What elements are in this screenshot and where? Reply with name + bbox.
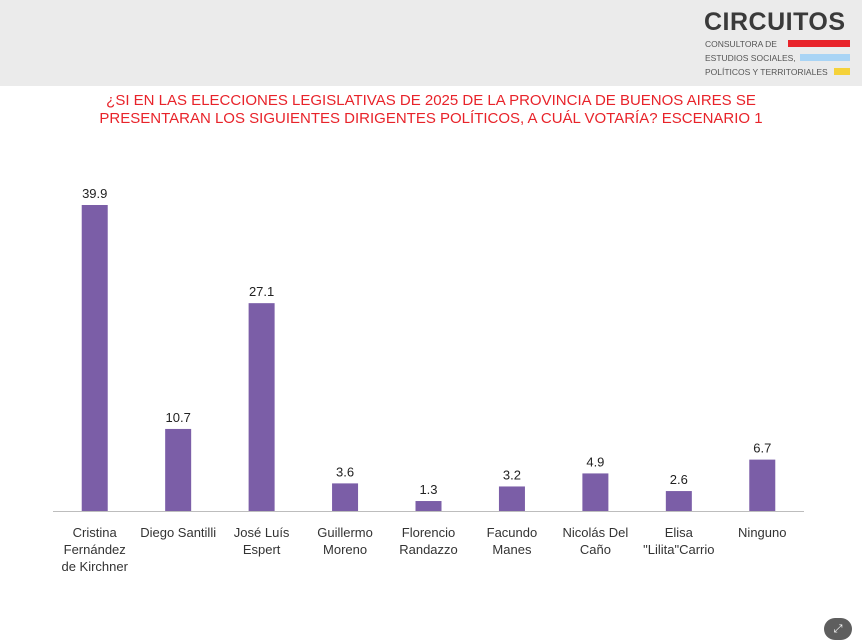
category-label-1-0: Diego Santilli	[140, 525, 216, 540]
category-label-2-0: José Luís	[234, 525, 290, 540]
category-label-4-0: Florencio	[402, 525, 455, 540]
circuitos-logo: CIRCUITOS CONSULTORA DE ESTUDIOS SOCIALE…	[704, 8, 854, 80]
category-label-6-0: Nicolás Del	[563, 525, 629, 540]
data-label-1: 10.7	[166, 410, 191, 425]
bar-7	[665, 491, 692, 511]
category-label-5-0: Facundo	[487, 525, 538, 540]
bar-5	[498, 486, 525, 511]
data-label-3: 3.6	[336, 464, 354, 479]
bar-8	[749, 459, 776, 511]
category-label-3-0: Guillermo	[317, 525, 373, 540]
bar-2	[248, 303, 275, 511]
data-label-2: 27.1	[249, 284, 274, 299]
category-label-3-1: Moreno	[323, 542, 367, 557]
logo-name: CIRCUITOS	[704, 8, 846, 36]
category-label-2-1: Espert	[243, 542, 281, 557]
logo-line-1: CONSULTORA DE	[705, 39, 777, 49]
chart-title-line-1: ¿SI EN LAS ELECCIONES LEGISLATIVAS DE 20…	[106, 92, 756, 109]
category-label-4-1: Randazzo	[399, 542, 458, 557]
category-label-6-1: Caño	[580, 542, 611, 557]
logo-line-3: POLÍTICOS Y TERRITORIALES	[705, 67, 828, 77]
category-label-7-0: Elisa	[665, 525, 694, 540]
category-label-7-1: "Lilita"Carrio	[643, 542, 714, 557]
logo-line-2: ESTUDIOS SOCIALES,	[705, 53, 796, 63]
data-label-6: 4.9	[586, 454, 604, 469]
data-label-5: 3.2	[503, 467, 521, 482]
bar-4	[415, 501, 442, 511]
header-band	[0, 0, 862, 86]
data-label-4: 1.3	[419, 482, 437, 497]
data-label-7: 2.6	[670, 472, 688, 487]
category-label-0-0: Cristina	[73, 525, 118, 540]
expand-icon[interactable]: ⤢	[824, 618, 852, 640]
data-label-0: 39.9	[82, 186, 107, 201]
bar-1	[165, 428, 192, 511]
category-label-0-1: Fernández	[64, 542, 126, 557]
logo-bar-red	[788, 40, 850, 47]
data-label-8: 6.7	[753, 441, 771, 456]
logo-bar-blue	[800, 54, 850, 61]
chart-title-line-2: PRESENTARAN LOS SIGUIENTES DIRIGENTES PO…	[99, 110, 763, 127]
logo-bar-yellow	[834, 68, 850, 75]
bar-3	[332, 483, 359, 511]
category-label-0-2: de Kirchner	[61, 559, 128, 574]
chart-title: ¿SI EN LAS ELECCIONES LEGISLATIVAS DE 20…	[40, 92, 822, 128]
bar-6	[582, 473, 609, 511]
category-label-5-1: Manes	[492, 542, 532, 557]
bar-0	[81, 205, 108, 511]
category-label-8-0: Ninguno	[738, 525, 786, 540]
